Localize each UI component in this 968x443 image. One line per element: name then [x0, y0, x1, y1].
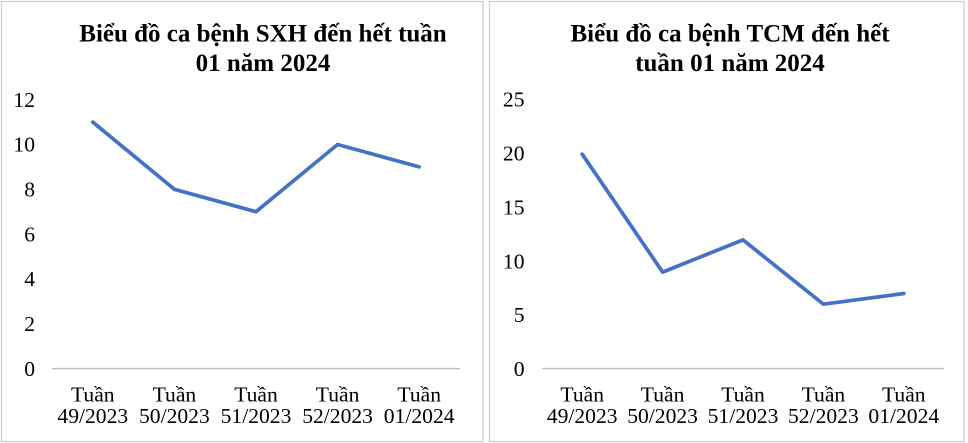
- svg-text:0: 0: [24, 357, 35, 381]
- svg-text:01/2024: 01/2024: [384, 404, 455, 428]
- svg-text:50/2023: 50/2023: [627, 404, 698, 428]
- svg-text:Tuần: Tuần: [153, 382, 197, 406]
- svg-text:51/2023: 51/2023: [221, 404, 292, 428]
- svg-text:Tuần: Tuần: [721, 382, 765, 406]
- svg-text:4: 4: [24, 267, 35, 291]
- svg-text:2: 2: [24, 312, 35, 336]
- svg-text:Tuần: Tuần: [234, 382, 278, 406]
- svg-text:01/2024: 01/2024: [868, 404, 939, 428]
- svg-text:15: 15: [503, 196, 525, 220]
- svg-text:01 năm 2024: 01 năm 2024: [196, 50, 331, 77]
- svg-text:6: 6: [24, 222, 35, 246]
- svg-text:50/2023: 50/2023: [139, 404, 210, 428]
- svg-text:5: 5: [514, 303, 525, 327]
- svg-text:51/2023: 51/2023: [708, 404, 779, 428]
- svg-text:Tuần: Tuần: [316, 382, 360, 406]
- svg-text:10: 10: [13, 133, 35, 157]
- svg-text:Tuần: Tuần: [397, 382, 441, 406]
- svg-text:49/2023: 49/2023: [57, 404, 128, 428]
- svg-text:Tuần: Tuần: [560, 382, 604, 406]
- svg-text:10: 10: [503, 249, 525, 273]
- svg-text:Biểu đồ ca bệnh SXH đến hết tu: Biểu đồ ca bệnh SXH đến hết tuần: [79, 21, 447, 48]
- svg-text:Biểu đồ ca bệnh TCM đến hết: Biểu đồ ca bệnh TCM đến hết: [570, 21, 890, 48]
- svg-text:20: 20: [503, 142, 525, 166]
- svg-text:49/2023: 49/2023: [547, 404, 618, 428]
- svg-text:Tuần: Tuần: [802, 382, 846, 406]
- svg-text:tuần 01 năm 2024: tuần 01 năm 2024: [635, 50, 825, 77]
- svg-text:Tuần: Tuần: [641, 382, 685, 406]
- svg-text:0: 0: [514, 357, 525, 381]
- svg-text:Tuần: Tuần: [71, 382, 115, 406]
- svg-text:52/2023: 52/2023: [788, 404, 859, 428]
- svg-text:25: 25: [503, 88, 525, 112]
- svg-text:8: 8: [24, 178, 35, 202]
- svg-text:12: 12: [13, 88, 35, 112]
- svg-text:Tuần: Tuần: [882, 382, 926, 406]
- svg-text:52/2023: 52/2023: [302, 404, 373, 428]
